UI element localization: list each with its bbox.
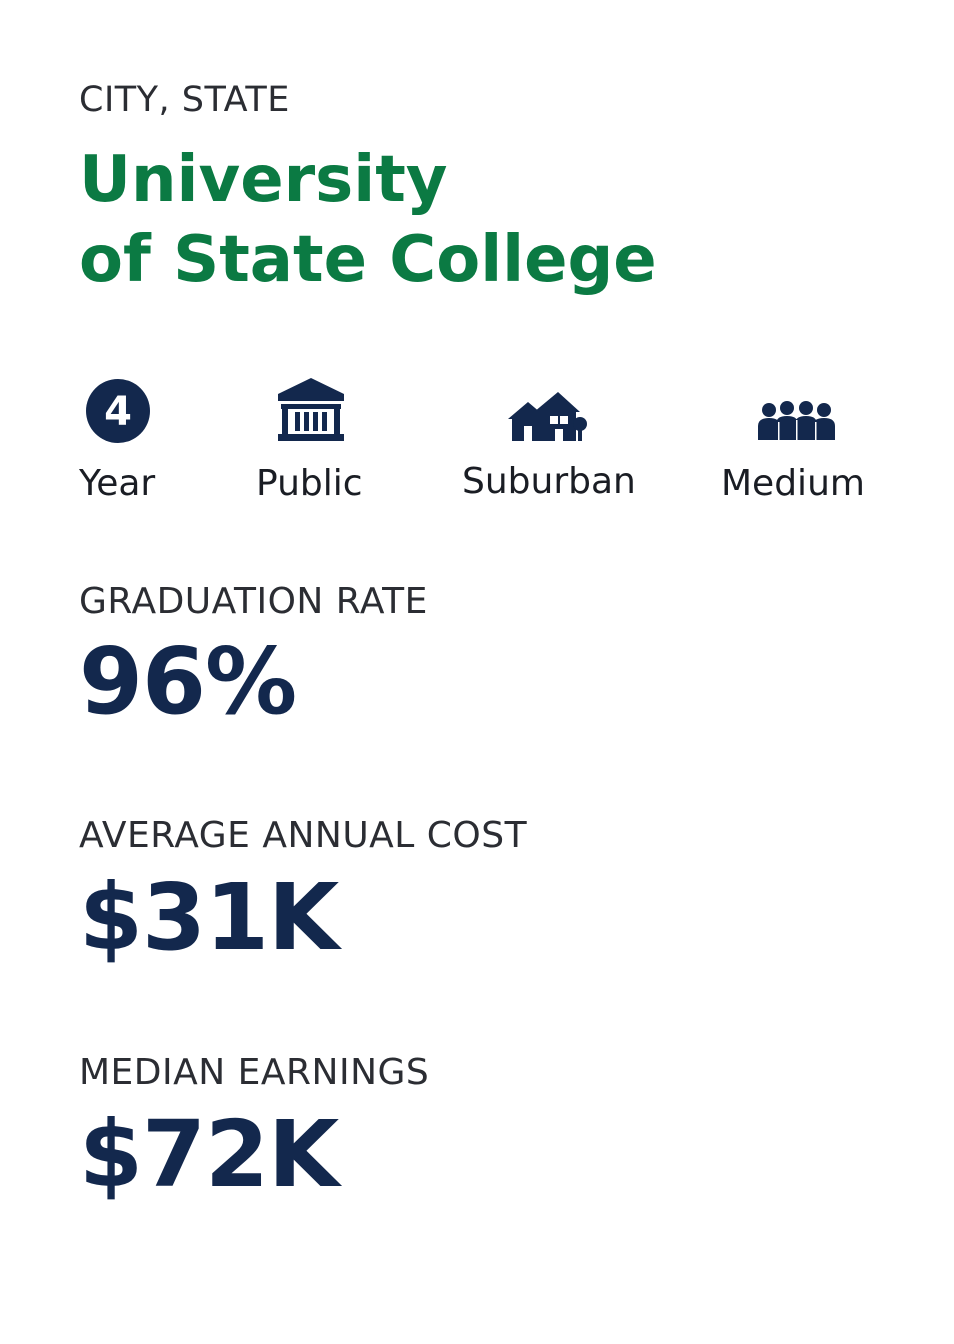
school-title-line-1: University [79, 143, 448, 217]
attribute-control: Public [256, 372, 406, 512]
average-annual-cost-label: AVERAGE ANNUAL COST [79, 815, 528, 856]
four-year-icon: 4 [86, 379, 150, 443]
school-title-line-2: of State College [79, 223, 657, 297]
attribute-years: 4 Year [79, 372, 199, 512]
four-year-icon-number: 4 [104, 389, 132, 435]
median-earnings-value: $72K [79, 1101, 339, 1208]
suburban-houses-icon [508, 392, 587, 441]
public-building-icon [278, 378, 344, 441]
location-label: CITY, STATE [79, 80, 290, 120]
attribute-size-label: Medium [721, 463, 865, 504]
attribute-setting-label: Suburban [462, 461, 636, 502]
graduation-rate-label: GRADUATION RATE [79, 581, 428, 622]
attribute-size: Medium [721, 372, 891, 512]
attribute-years-label: Year [79, 463, 156, 504]
median-earnings-label: MEDIAN EARNINGS [79, 1052, 430, 1093]
attribute-setting: Suburban [462, 372, 642, 512]
attribute-control-label: Public [256, 463, 363, 504]
school-title: University of State College [79, 140, 657, 300]
average-annual-cost-value: $31K [79, 864, 339, 971]
people-group-icon [758, 401, 835, 440]
graduation-rate-value: 96% [79, 628, 297, 735]
